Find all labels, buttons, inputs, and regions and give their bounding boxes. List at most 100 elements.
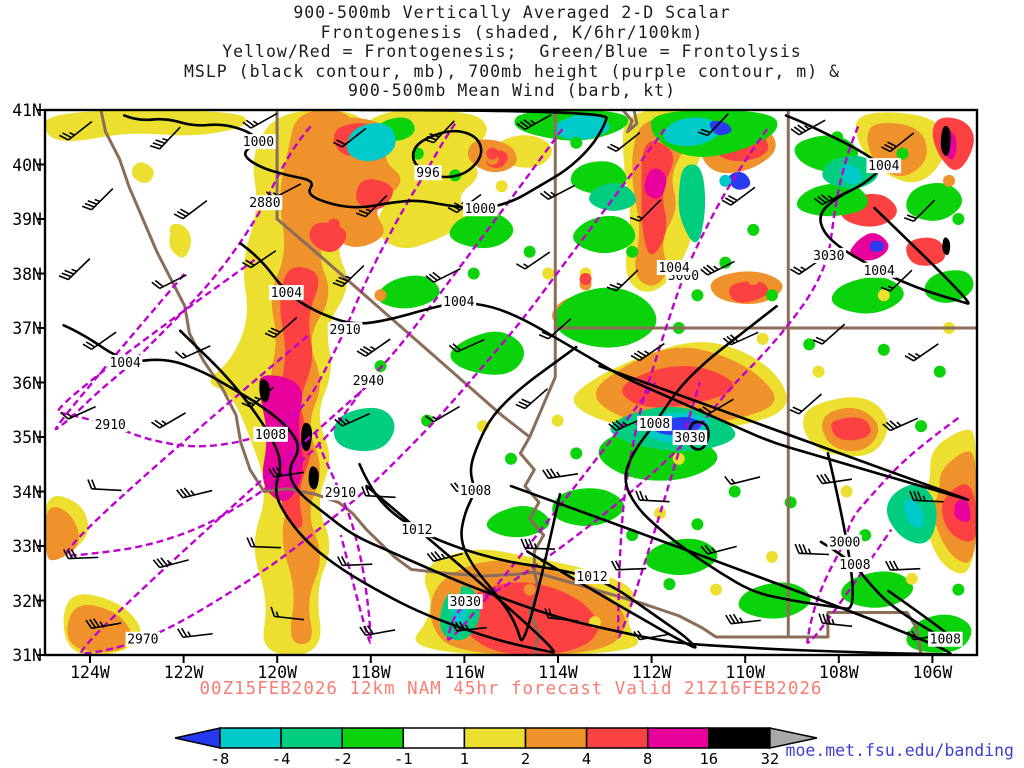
wind-barb — [721, 186, 756, 206]
speckle-green — [505, 452, 517, 465]
wind-barb — [725, 613, 761, 625]
height-contour-2940 — [65, 128, 564, 557]
wind-barb — [635, 490, 670, 503]
shaded-region-green — [450, 331, 525, 375]
speckle-green — [952, 213, 965, 225]
wind-barb — [151, 274, 187, 290]
svg-text:3030: 3030 — [674, 431, 705, 446]
svg-text:2910: 2910 — [329, 323, 360, 338]
mslp-contour-1008 — [624, 304, 855, 610]
title-line-1: 900-500mb Vertically Averaged 2-D Scalar — [293, 3, 731, 22]
title-line-3: Yellow/Red = Frontogenesis; Green/Blue =… — [222, 42, 802, 61]
height-label: 3030 — [811, 248, 847, 264]
shaded-region-cyan — [553, 115, 610, 140]
wind-barb — [356, 338, 391, 357]
colorbar-right-arrow — [769, 727, 818, 749]
mslp-contour-1004 — [239, 242, 969, 501]
svg-text:3030: 3030 — [813, 249, 844, 264]
wind-barb — [630, 342, 665, 362]
height-label: 2940 — [351, 372, 386, 389]
wind-barb — [722, 331, 759, 346]
shaded-region-green — [906, 183, 963, 221]
shaded-region-magenta — [953, 499, 971, 522]
wind-barb — [59, 120, 93, 141]
shaded-region-yellow — [45, 110, 247, 141]
speckle-orange — [877, 131, 890, 144]
svg-text:1004: 1004 — [271, 286, 302, 301]
speckle-green — [859, 529, 872, 542]
mslp-label: 1008 — [837, 557, 873, 573]
shaded-region-red — [309, 222, 347, 253]
wind-barb — [818, 613, 853, 628]
shaded-region-green — [552, 488, 625, 527]
state-border — [409, 567, 923, 655]
height-label: 3000 — [827, 534, 862, 551]
wind-barb — [87, 479, 122, 492]
shaded-region-teal — [333, 407, 395, 452]
speckle-green — [598, 300, 611, 313]
mslp-label: 1008 — [458, 482, 493, 499]
shaded-region-magenta — [850, 233, 889, 261]
mslp-label: 1000 — [241, 134, 276, 150]
speckle-green — [877, 343, 890, 356]
wind-barb — [697, 113, 729, 137]
wind-barb — [333, 127, 367, 148]
speckle-green — [570, 447, 583, 460]
shaded-region-blue — [709, 120, 732, 136]
colorbar-tick-label: -2 — [333, 750, 352, 768]
speckle-yellow — [672, 452, 685, 465]
svg-text:1004: 1004 — [109, 356, 140, 371]
wind-barb — [606, 269, 639, 292]
speckle-green — [663, 578, 676, 591]
speckle-orange — [374, 289, 387, 302]
colorbar-tick-label: 1 — [460, 750, 469, 768]
title-line-5: 900-500mb Mean Wind (barb, kt) — [347, 81, 676, 100]
speckle-green — [952, 583, 965, 596]
mslp-contour-996 — [411, 129, 483, 179]
svg-text:1008: 1008 — [930, 633, 961, 648]
wind-barb — [81, 187, 114, 211]
watermark-link[interactable]: moe.met.fsu.edu/banding — [785, 741, 1014, 760]
speckle-red — [943, 501, 956, 514]
wind-barb — [515, 388, 549, 410]
wind-barb — [607, 132, 641, 153]
lat-label-36N: 36N — [12, 373, 42, 393]
wind-barb — [264, 316, 298, 339]
speckle-green — [626, 245, 639, 258]
lat-label-37N: 37N — [12, 319, 42, 338]
height-contour-3000 — [806, 416, 960, 644]
shaded-region-blue — [728, 171, 751, 190]
speckle-orange — [57, 518, 70, 531]
shaded-region-blue — [869, 240, 884, 252]
wind-barb — [544, 608, 579, 622]
mslp-contour-1008-loop — [687, 420, 710, 451]
speckle-green — [570, 136, 583, 149]
wind-barb — [700, 544, 737, 555]
wind-barb — [270, 606, 305, 621]
height-label: 2880 — [247, 195, 283, 211]
speckle-orange — [747, 272, 760, 285]
wind-barb — [424, 405, 460, 423]
height-label: 3030 — [448, 594, 483, 610]
wind-barb — [332, 265, 365, 288]
wind-barb — [268, 466, 305, 478]
shaded-region-green — [573, 215, 636, 254]
wind-barb — [355, 194, 388, 218]
speckle-red — [327, 218, 340, 231]
speckle-green — [803, 338, 816, 351]
wind-barb — [790, 119, 826, 136]
wind-barb — [516, 251, 551, 270]
height-contour-3000 — [616, 128, 769, 639]
forecast-map: 2880291029402910291029703000303030303000… — [37, 108, 979, 663]
svg-text:3030: 3030 — [450, 595, 481, 610]
lon-label-116W: 116W — [444, 663, 485, 682]
svg-text:2910: 2910 — [325, 486, 356, 501]
speckle-green — [719, 256, 732, 269]
wind-barb — [174, 345, 211, 359]
state-border — [621, 110, 639, 134]
shaded-region-red — [906, 237, 946, 266]
wind-barb — [789, 393, 823, 415]
svg-text:1008: 1008 — [255, 428, 286, 443]
shaded-region-teal — [678, 164, 706, 243]
colorbar-segment — [280, 727, 343, 749]
